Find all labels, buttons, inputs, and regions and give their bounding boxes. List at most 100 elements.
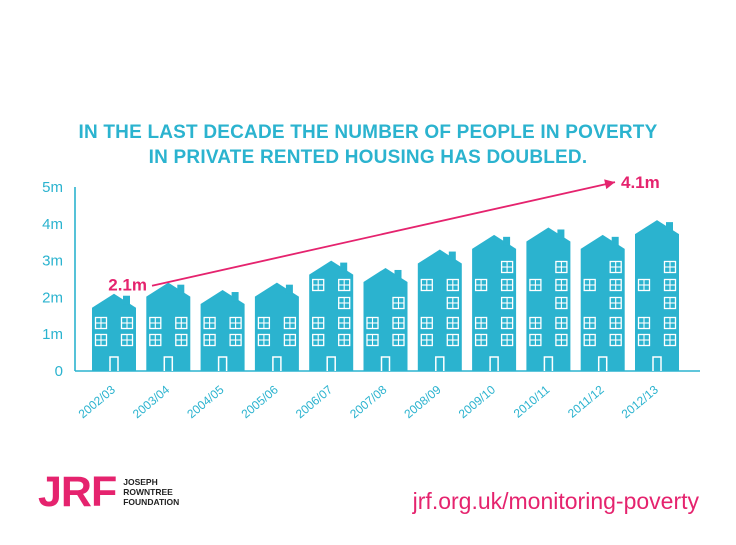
footer-url: jrf.org.uk/monitoring-poverty: [412, 488, 699, 514]
window-icon: [94, 333, 108, 347]
chimney: [448, 251, 456, 261]
y-tick-label: 3m: [42, 253, 63, 270]
chimney: [557, 229, 565, 239]
window-icon: [637, 333, 651, 347]
house-bar: [635, 220, 679, 371]
x-tick-label: 2012/13: [619, 382, 661, 421]
window-icon: [392, 333, 405, 347]
door-icon: [489, 356, 499, 371]
window-icon: [446, 333, 459, 347]
chimney: [394, 269, 402, 279]
y-tick-label: 2m: [42, 289, 63, 306]
window-icon: [500, 278, 514, 292]
window-icon: [474, 333, 488, 347]
door-icon: [163, 356, 174, 371]
window-icon: [500, 296, 514, 310]
window-icon: [446, 278, 459, 292]
window-icon: [312, 333, 325, 347]
window-icon: [312, 316, 325, 330]
jrf-logo-name-line-1: JOSEPH: [123, 477, 158, 487]
window-icon: [663, 260, 677, 274]
window-icon: [94, 316, 108, 330]
chart-title: IN THE LAST DECADE THE NUMBER OF PEOPLE …: [0, 120, 736, 170]
x-tick-label: 2011/12: [565, 382, 607, 420]
window-icon: [555, 260, 568, 274]
window-icon: [229, 333, 242, 347]
door-icon: [326, 356, 336, 371]
door-icon: [652, 356, 662, 371]
window-icon: [555, 333, 568, 347]
window-icon: [283, 316, 297, 330]
window-icon: [420, 333, 433, 347]
window-icon: [283, 333, 297, 347]
window-icon: [420, 316, 433, 330]
y-tick-label: 1m: [42, 326, 63, 343]
chimney: [611, 236, 619, 246]
start-value-label: 2.1m: [108, 276, 147, 295]
window-icon: [257, 316, 271, 330]
window-icon: [609, 296, 622, 310]
chimney: [177, 284, 185, 294]
window-icon: [120, 333, 134, 347]
window-icon: [474, 316, 488, 330]
window-icon: [637, 278, 651, 292]
window-icon: [500, 260, 514, 274]
window-icon: [446, 316, 459, 330]
window-icon: [583, 278, 596, 292]
chart-title-line-2: IN PRIVATE RENTED HOUSING HAS DOUBLED.: [148, 147, 588, 168]
window-icon: [637, 316, 651, 330]
window-icon: [338, 278, 351, 292]
door-icon: [597, 356, 608, 371]
house-body: [254, 282, 299, 371]
jrf-logo-name: JOSEPH ROWNTREE FOUNDATION: [123, 477, 179, 507]
window-icon: [609, 278, 622, 292]
house-body: [635, 220, 679, 371]
window-icon: [583, 316, 596, 330]
door-icon: [109, 356, 119, 371]
x-tick-label: 2009/10: [456, 382, 498, 421]
window-icon: [257, 333, 271, 347]
house-bar: [580, 234, 625, 371]
window-icon: [366, 333, 379, 347]
window-icon: [149, 316, 162, 330]
window-icon: [555, 278, 568, 292]
x-tick-label: 2002/03: [76, 382, 118, 421]
door-icon: [217, 356, 228, 371]
window-icon: [175, 316, 188, 330]
trend-arrow: 2.1m 4.1m: [108, 173, 660, 295]
window-icon: [203, 316, 216, 330]
chimney: [231, 292, 239, 302]
trend-line: [151, 181, 616, 287]
window-icon: [555, 296, 568, 310]
window-icon: [338, 316, 351, 330]
house-bar: [200, 290, 245, 371]
end-value-label: 4.1m: [621, 173, 660, 192]
chimney: [285, 284, 293, 294]
window-icon: [338, 333, 351, 347]
door-icon: [380, 356, 391, 371]
house-bar: [254, 282, 299, 371]
window-icon: [338, 296, 351, 310]
window-icon: [529, 333, 542, 347]
window-icon: [446, 296, 459, 310]
house-body: [472, 234, 517, 371]
window-icon: [392, 316, 405, 330]
jrf-logo-mark: JRF: [38, 468, 117, 516]
window-icon: [120, 316, 134, 330]
x-tick-label: 2003/04: [130, 382, 172, 421]
house-bar: [363, 267, 408, 371]
house-body: [146, 282, 191, 371]
y-tick-label: 0: [55, 363, 63, 380]
y-tick-label: 5m: [42, 179, 63, 196]
house-body: [200, 290, 245, 371]
window-icon: [420, 278, 433, 292]
window-icon: [529, 278, 542, 292]
window-icon: [555, 316, 568, 330]
window-icon: [609, 260, 622, 274]
house-bar: [309, 260, 354, 371]
window-icon: [663, 278, 677, 292]
house-body: [417, 249, 462, 371]
window-icon: [529, 316, 542, 330]
x-tick-label: 2006/07: [293, 382, 335, 421]
